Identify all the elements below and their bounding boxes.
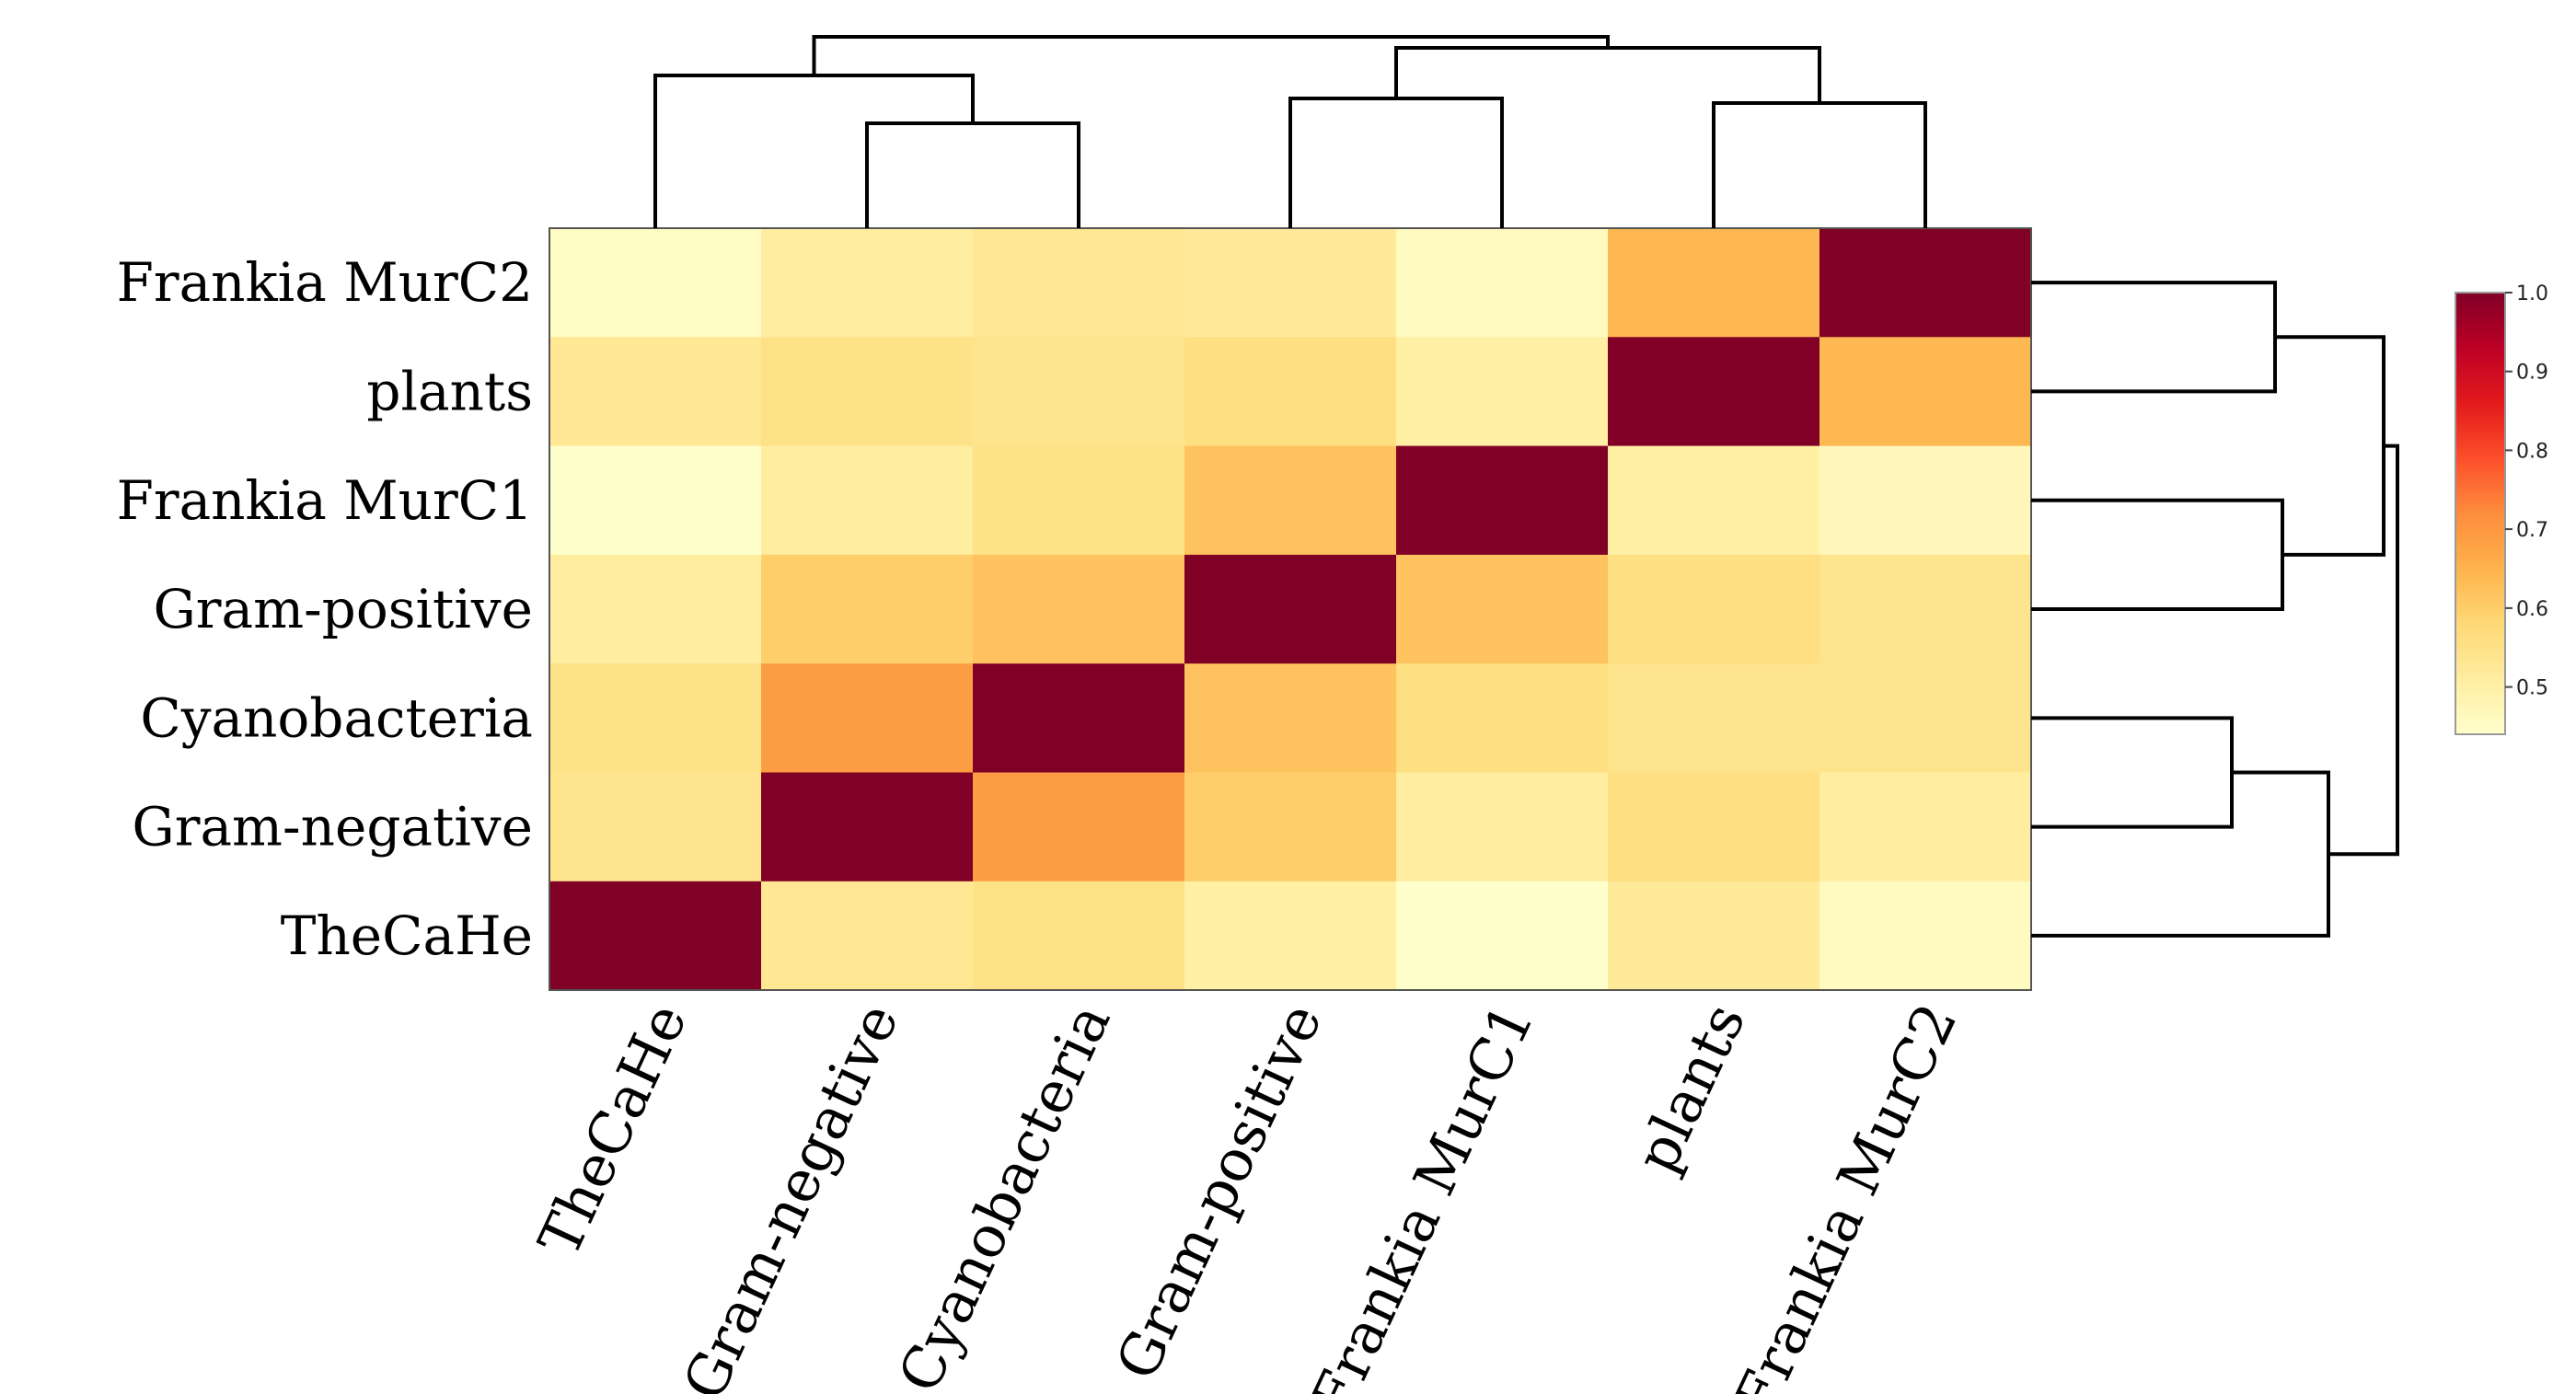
heatmap-cell: [761, 663, 974, 774]
heatmap-cell: [1184, 228, 1397, 338]
dendrogram-link: [1288, 97, 1504, 228]
heatmap-cell: [1396, 772, 1609, 882]
heatmap-cell: [1608, 663, 1820, 774]
heatmap-cell: [761, 445, 974, 556]
heatmap-cell: [761, 554, 974, 664]
column-labels: TheCaHeGram-negativeCyanobacteriaGram-po…: [526, 994, 1970, 1394]
heatmap-cell: [973, 554, 1185, 664]
dendrogram-link: [2031, 281, 2277, 394]
heatmap-cell: [1819, 772, 2032, 882]
colorbar-tick-label: 0.5: [2516, 677, 2548, 700]
dendrogram-link: [2328, 444, 2399, 857]
heatmap-cell: [1184, 772, 1397, 882]
heatmap-cell: [761, 772, 974, 882]
heatmap-cell: [1184, 663, 1397, 774]
row-dendrogram: [2031, 281, 2399, 938]
heatmap-cell: [1608, 228, 1820, 338]
dendrogram-link: [1712, 101, 1927, 228]
heatmap-cell: [1608, 772, 1820, 882]
dendrogram-link: [812, 35, 1610, 75]
heatmap-cell: [1819, 228, 2032, 338]
heatmap-cell: [549, 445, 762, 556]
colorbar-gradient: [2455, 292, 2506, 735]
heatmap-cell: [1396, 554, 1609, 664]
column-label: Frankia MurC2: [1721, 994, 1970, 1394]
heatmap-cell: [549, 554, 762, 664]
heatmap-cell: [1608, 554, 1820, 664]
row-label: Frankia MurC2: [117, 251, 533, 314]
heatmap-cell: [761, 881, 974, 991]
column-dendrogram: [653, 35, 1927, 228]
colorbar-tick-label: 0.9: [2516, 362, 2548, 385]
heatmap-cell: [761, 228, 974, 338]
row-labels: Frankia MurC2 plants Frankia MurC1 Gram-pos…: [117, 251, 533, 967]
row-label: Cyanobacteria: [140, 686, 533, 749]
column-label: plants: [1623, 994, 1759, 1183]
heatmap-cell: [973, 881, 1185, 991]
heatmap-cell: [973, 663, 1185, 774]
column-label: Cyanobacteria: [885, 994, 1124, 1394]
dendrogram-link: [2031, 716, 2234, 829]
dendrogram-link: [653, 74, 975, 228]
column-label: TheCaHe: [526, 994, 700, 1267]
dendrogram-link: [2275, 335, 2385, 557]
heatmap-cell: [1396, 881, 1609, 991]
row-label: TheCaHe: [281, 904, 533, 967]
colorbar-tick-label: 0.7: [2516, 519, 2548, 542]
heatmap-cell: [1184, 881, 1397, 991]
heatmap-cell: [1608, 881, 1820, 991]
heatmap-cell: [973, 228, 1185, 338]
heatmap-cell: [1184, 445, 1397, 556]
colorbar-tick-label: 1.0: [2516, 282, 2548, 305]
column-label: Gram-positive: [1103, 994, 1335, 1390]
heatmap-cell: [1396, 337, 1609, 447]
heatmap-cell: [549, 228, 762, 338]
heatmap-cell: [549, 772, 762, 882]
heatmap-cell: [973, 337, 1185, 447]
heatmap-cell: [1396, 663, 1609, 774]
row-label: plants: [366, 360, 533, 422]
row-label: Frankia MurC1: [117, 469, 533, 532]
dendrogram-link: [2031, 770, 2330, 938]
heatmap-cell: [1608, 445, 1820, 556]
heatmap-cell: [1396, 445, 1609, 556]
heatmap-cell: [549, 663, 762, 774]
heatmap-cell: [761, 337, 974, 447]
heatmap-cell: [973, 772, 1185, 882]
colorbar: 0.5 0.6 0.7 0.8 0.9 1.0: [2455, 282, 2548, 735]
dendrogram-link: [1394, 46, 1821, 103]
heatmap-cell: [1819, 337, 2032, 447]
colorbar-tick-label: 0.8: [2516, 440, 2548, 463]
dendrogram-link: [865, 121, 1080, 228]
heatmap-cell: [1819, 663, 2032, 774]
dendrogram-link: [2031, 498, 2284, 611]
heatmap-cell: [1184, 554, 1397, 664]
column-label: Gram-negative: [670, 994, 912, 1394]
row-label: Gram-negative: [132, 796, 533, 858]
heatmap-cell: [1819, 554, 2032, 664]
heatmap-cell: [1819, 445, 2032, 556]
colorbar-ticks: 0.5 0.6 0.7 0.8 0.9 1.0: [2505, 282, 2548, 700]
heatmap-cell: [1184, 337, 1397, 447]
colorbar-tick-label: 0.6: [2516, 598, 2548, 621]
heatmap-cell: [549, 881, 762, 991]
heatmap-cell: [549, 337, 762, 447]
heatmap-cell: [1396, 228, 1609, 338]
row-label: Gram-positive: [153, 578, 533, 640]
heatmap-cell: [1608, 337, 1820, 447]
heatmap-cell: [1819, 881, 2032, 991]
heatmap-cell: [973, 445, 1185, 556]
heatmap-cells: [549, 228, 2032, 991]
column-label: Frankia MurC1: [1298, 994, 1547, 1394]
